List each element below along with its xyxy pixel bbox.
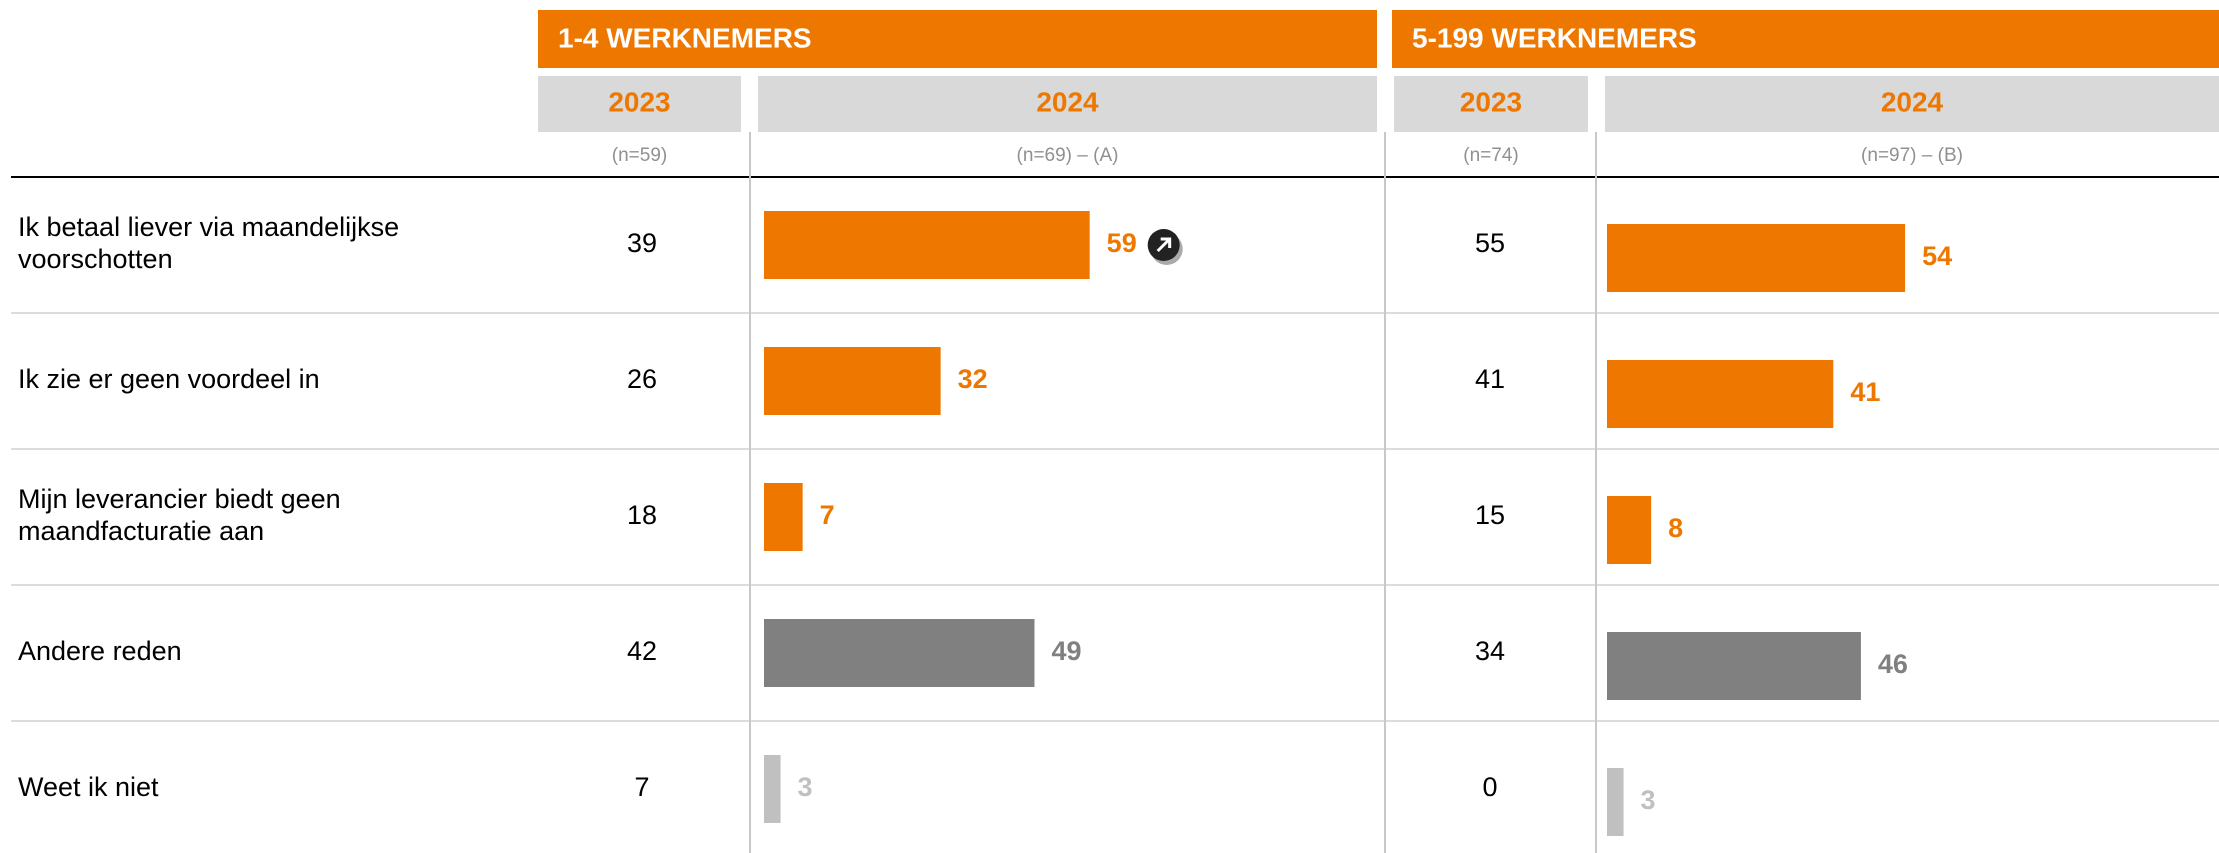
category-label: Ik zie er geen voordeel in xyxy=(18,364,320,394)
value-cell: 7 xyxy=(634,772,649,802)
category-label: Andere reden xyxy=(18,636,182,666)
bar xyxy=(764,755,781,823)
value-label: 46 xyxy=(1878,649,1908,679)
year-header xyxy=(1605,76,2219,132)
value-label: 49 xyxy=(1051,636,1081,666)
bar xyxy=(1607,768,1624,836)
sample-size: (n=59) xyxy=(612,145,667,166)
category-label: Mijn leverancier biedt geen maandfacturat… xyxy=(18,484,341,546)
value-label: 59 xyxy=(1107,228,1137,258)
value-label: 41 xyxy=(1850,377,1880,407)
value-cell: 26 xyxy=(627,364,657,394)
year-label: 2024 xyxy=(1036,86,1099,117)
group-title: 5-199 WERKNEMERS xyxy=(1412,22,1697,53)
value-cell: 42 xyxy=(627,636,657,666)
value-label: 7 xyxy=(820,500,835,530)
group-title: 1-4 WERKNEMERS xyxy=(558,22,812,53)
sample-size: (n=97) – (B) xyxy=(1861,145,1963,166)
year-header xyxy=(538,76,741,132)
value-cell: 0 xyxy=(1482,772,1497,802)
bar xyxy=(1607,360,1834,428)
bar xyxy=(764,211,1090,279)
group-header xyxy=(538,10,1377,68)
value-cell: 39 xyxy=(627,228,657,258)
value-cell: 41 xyxy=(1475,364,1505,394)
value-label: 54 xyxy=(1922,241,1952,271)
sample-size: (n=69) – (A) xyxy=(1017,145,1119,166)
category-label: Ik betaal liever via maandelijkse voorsch… xyxy=(18,212,399,274)
year-label: 2024 xyxy=(1881,86,1944,117)
value-label: 8 xyxy=(1668,513,1683,543)
bar xyxy=(764,483,803,551)
bar xyxy=(764,619,1035,687)
value-cell: 18 xyxy=(627,500,657,530)
value-label: 3 xyxy=(798,772,813,802)
year-header xyxy=(758,76,1377,132)
significance-arrow xyxy=(1156,237,1172,253)
bar xyxy=(1607,632,1861,700)
group-header xyxy=(1392,10,2219,68)
year-header xyxy=(1394,76,1588,132)
value-cell: 15 xyxy=(1475,500,1505,530)
year-label: 2023 xyxy=(608,86,670,117)
category-label: Weet ik niet xyxy=(18,772,159,802)
value-label: 32 xyxy=(958,364,988,394)
value-label: 3 xyxy=(1641,785,1656,815)
value-cell: 34 xyxy=(1475,636,1505,666)
sample-size: (n=74) xyxy=(1463,145,1518,166)
value-cell: 55 xyxy=(1475,228,1505,258)
year-label: 2023 xyxy=(1460,86,1522,117)
bar xyxy=(1607,224,1906,292)
bar xyxy=(764,347,941,415)
bar xyxy=(1607,496,1652,564)
